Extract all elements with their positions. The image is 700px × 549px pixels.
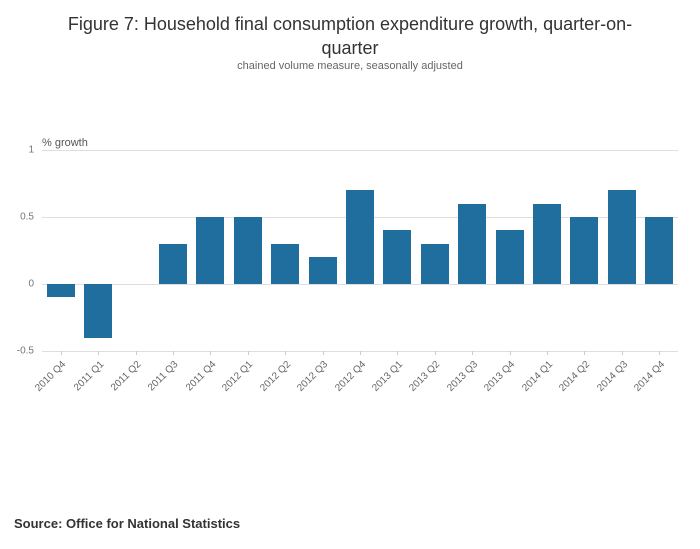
x-tick-mark (621, 351, 623, 355)
x-tick-mark (547, 351, 549, 355)
bar (570, 216, 599, 284)
x-tick-label: 2011 Q1 (71, 359, 106, 394)
x-tick-mark (397, 351, 399, 355)
bar (308, 257, 337, 284)
x-tick-label: 2014 Q2 (557, 359, 593, 394)
x-tick-label: 2011 Q2 (108, 359, 144, 394)
x-tick-mark (509, 351, 511, 355)
gridline (42, 283, 678, 285)
bar (196, 216, 225, 284)
x-tick-mark (285, 351, 287, 355)
x-tick-mark (584, 351, 586, 355)
x-tick-label: 2014 Q3 (594, 359, 630, 394)
source-note: Source: Office for National Statistics (14, 516, 241, 531)
x-tick-label: 2014 Q1 (519, 359, 555, 394)
x-tick-label: 2011 Q3 (146, 359, 181, 394)
bar (46, 283, 75, 298)
bar (645, 216, 674, 284)
chart-subtitle: chained volume measure, seasonally adjus… (237, 60, 463, 72)
bar (158, 243, 187, 284)
x-tick-label: 2014 Q4 (632, 359, 668, 394)
y-tick-label: 1 (28, 144, 34, 156)
x-axis-labels: 2010 Q4 2011 Q1 2011 Q2 2011 Q3 2011 Q4 2012 … (34, 351, 678, 409)
bar (345, 190, 375, 284)
bar (271, 243, 300, 284)
y-tick-label: -0.5 (16, 345, 34, 357)
x-tick-mark (434, 351, 436, 355)
x-tick-label: 2013 Q3 (445, 359, 481, 394)
x-tick-mark (360, 351, 361, 355)
x-tick-mark (98, 351, 100, 355)
bar (533, 203, 562, 284)
y-tick-label: 0.5 (20, 211, 34, 223)
x-tick-mark (172, 351, 174, 355)
bar (420, 243, 449, 284)
gridline (42, 150, 678, 151)
x-tick-mark (659, 351, 661, 355)
x-tick-mark (472, 351, 474, 355)
x-tick-mark (60, 351, 62, 355)
bar (383, 230, 412, 284)
x-tick-label: 2012 Q2 (258, 359, 293, 394)
bar (233, 216, 262, 284)
bar (495, 230, 524, 284)
bar (458, 203, 487, 284)
x-tick-label: 2012 Q1 (220, 359, 256, 394)
y-axis-label: % growth (42, 137, 88, 149)
x-tick-label: 2011 Q4 (183, 359, 219, 394)
x-tick-mark (322, 351, 324, 355)
x-tick-label: 2012 Q4 (332, 359, 368, 394)
plot-area: 1 0.5 0 -0.5 (17, 145, 678, 357)
bar (84, 283, 113, 338)
x-tick-label: 2013 Q4 (482, 359, 518, 394)
x-tick-mark (135, 351, 137, 355)
chart-title: Figure 7: Household final consumption ex… (67, 14, 633, 59)
bar-chart: % growth 1 0.5 0 -0.5 2010 Q4 2011 Q1 2011 Q2… (17, 137, 678, 409)
x-tick-label: 2013 Q2 (407, 359, 443, 394)
y-tick-label: 0 (28, 278, 34, 290)
x-tick-mark (210, 351, 212, 355)
x-tick-label: 2013 Q1 (370, 359, 406, 394)
bar (607, 190, 636, 284)
x-tick-label: 2012 Q3 (295, 359, 331, 394)
x-tick-label: 2010 Q4 (33, 359, 69, 394)
x-tick-mark (247, 351, 249, 355)
